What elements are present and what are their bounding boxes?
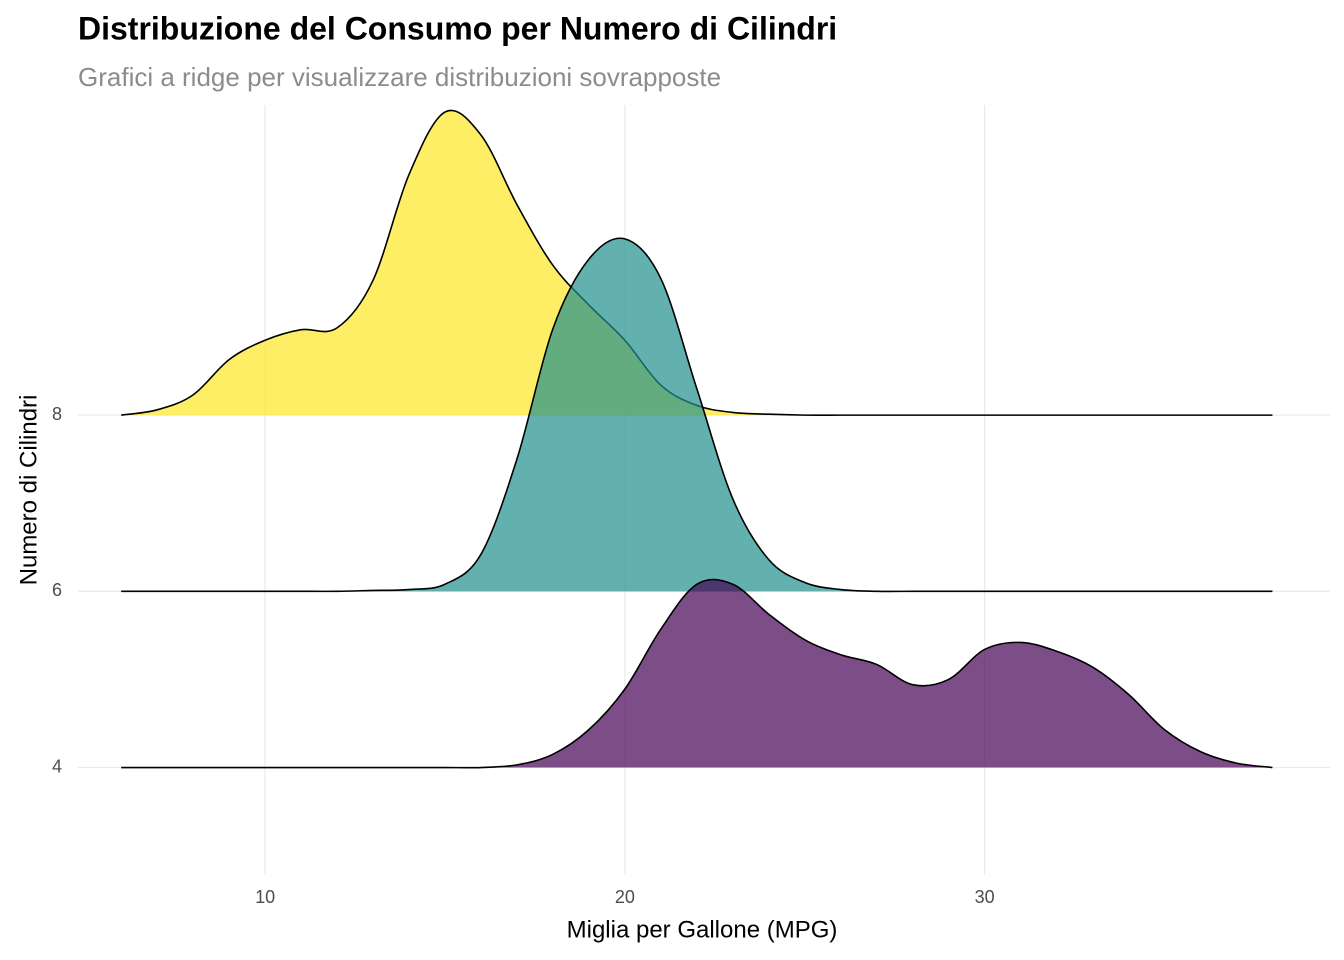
ridge-line — [121, 578, 1273, 769]
x-tick-label: 20 — [615, 887, 635, 907]
x-tick-label: 10 — [255, 887, 275, 907]
y-axis-label: Numero di Cilindri — [15, 395, 42, 586]
x-tick-label: 30 — [975, 887, 995, 907]
ridge-area — [121, 110, 1273, 416]
y-tick-label: 4 — [52, 756, 62, 776]
y-tick-label: 8 — [52, 404, 62, 424]
ridge-area — [121, 238, 1273, 592]
chart-title: Distribuzione del Consumo per Numero di … — [78, 10, 837, 46]
y-tick-label: 6 — [52, 580, 62, 600]
x-axis-label: Miglia per Gallone (MPG) — [567, 916, 838, 943]
chart-subtitle: Grafici a ridge per visualizzare distrib… — [78, 62, 721, 92]
ridge-area — [121, 579, 1273, 768]
ridge-line — [121, 237, 1273, 593]
